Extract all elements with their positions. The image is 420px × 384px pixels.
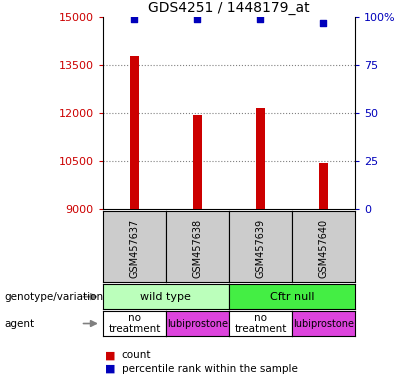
Text: wild type: wild type	[140, 291, 192, 302]
Text: no
treatment: no treatment	[234, 313, 286, 334]
Text: ■: ■	[105, 350, 116, 360]
Point	[320, 20, 327, 26]
Bar	[193, 115, 202, 209]
Text: GSM457639: GSM457639	[255, 218, 265, 278]
Text: no
treatment: no treatment	[108, 313, 160, 334]
Text: GSM457638: GSM457638	[192, 218, 202, 278]
Bar	[130, 56, 139, 209]
Bar	[319, 163, 328, 209]
Point	[194, 16, 201, 22]
Text: count: count	[122, 350, 151, 360]
Text: lubiprostone: lubiprostone	[167, 318, 228, 329]
Text: ■: ■	[105, 364, 116, 374]
Text: percentile rank within the sample: percentile rank within the sample	[122, 364, 298, 374]
Text: lubiprostone: lubiprostone	[293, 318, 354, 329]
Title: GDS4251 / 1448179_at: GDS4251 / 1448179_at	[148, 1, 310, 15]
Text: GSM457640: GSM457640	[318, 218, 328, 278]
Text: GSM457637: GSM457637	[129, 218, 139, 278]
Text: agent: agent	[4, 318, 34, 329]
Text: genotype/variation: genotype/variation	[4, 291, 103, 302]
Bar	[256, 109, 265, 209]
Point	[257, 16, 264, 22]
Text: Cftr null: Cftr null	[270, 291, 314, 302]
Point	[131, 16, 138, 22]
